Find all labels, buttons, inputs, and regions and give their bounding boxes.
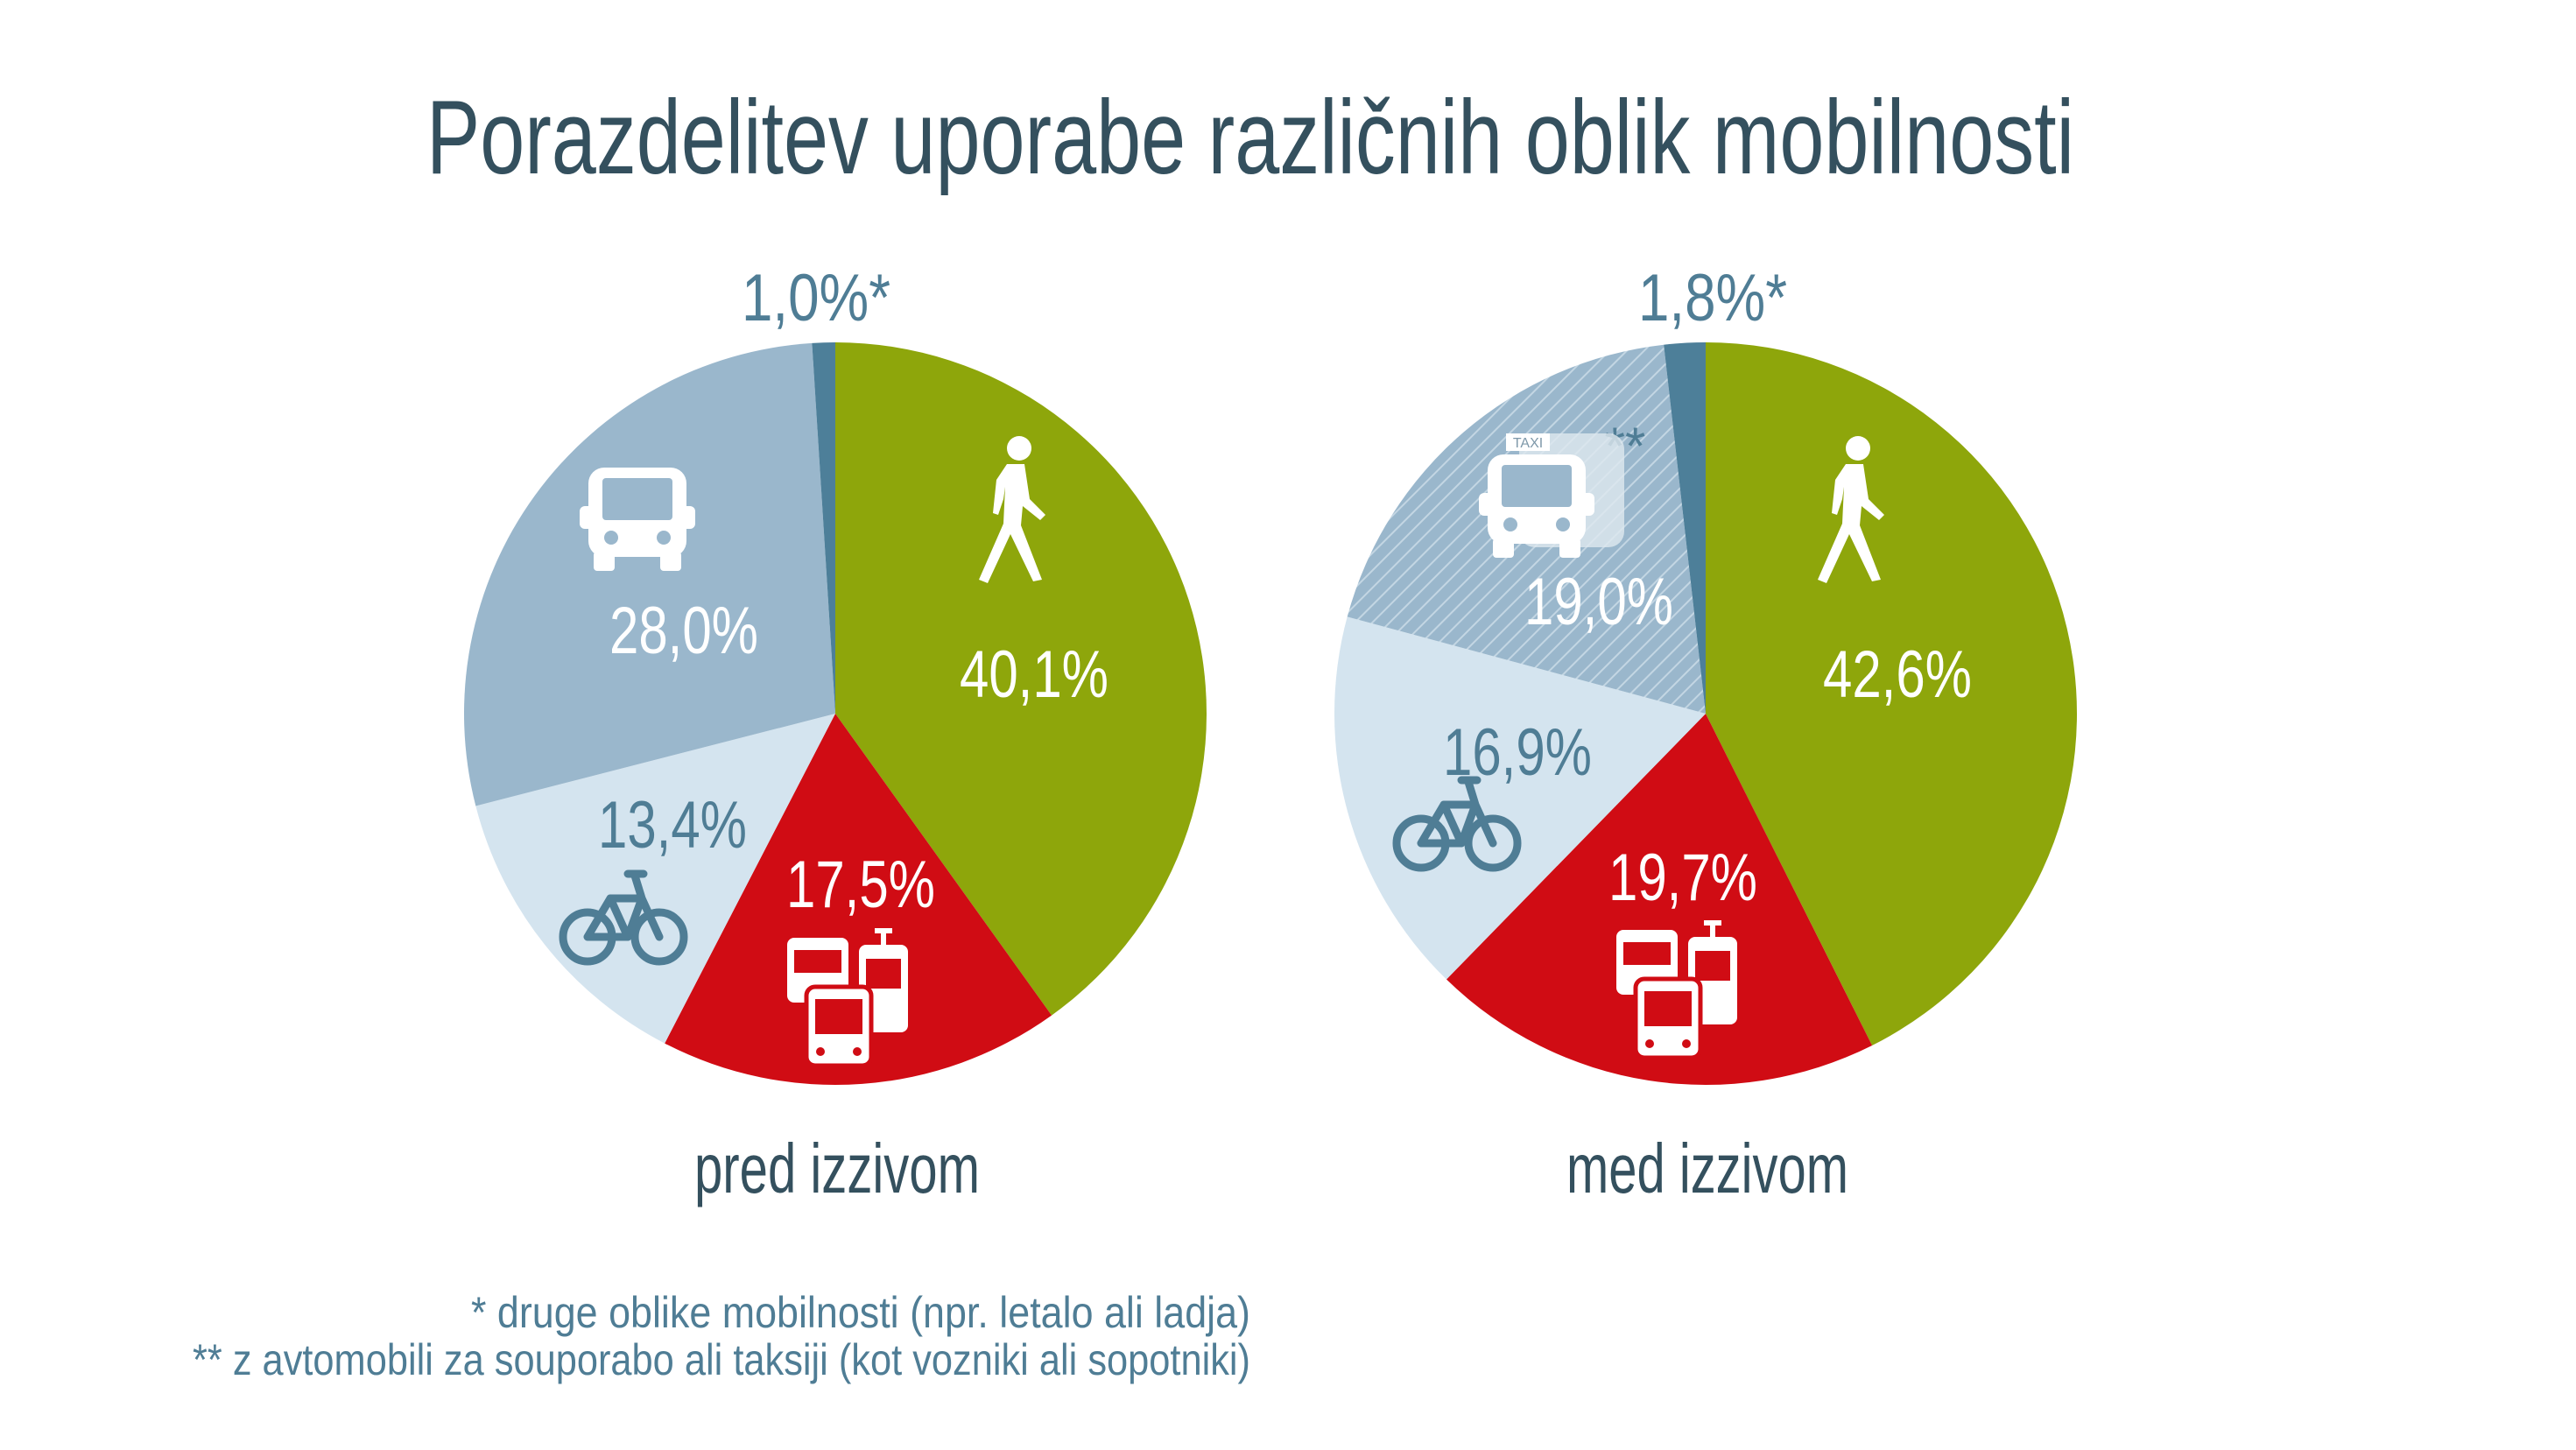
label-pt-pred: 17,5% — [786, 848, 935, 922]
slice-walk — [835, 342, 1207, 1016]
walking-person-icon — [979, 436, 1045, 583]
slice-public_transport — [665, 714, 1052, 1085]
label-car-med: 19,0% — [1524, 565, 1673, 639]
label-other-med: 1,8%* — [1638, 261, 1787, 335]
bicycle-icon — [559, 869, 688, 966]
slice-walk — [1706, 342, 2078, 1045]
bicycle-icon — [1392, 776, 1522, 872]
taxi-sign-text: TAXI — [1513, 436, 1543, 451]
label-walk-pred: 40,1% — [960, 637, 1109, 712]
taxi-shared-car-icon: TAXI — [1479, 433, 1624, 558]
bus-tram-icon — [787, 928, 908, 1068]
car-icon — [580, 468, 695, 571]
slice-car — [463, 342, 835, 806]
walking-person-icon — [1818, 436, 1884, 583]
label-car-pred: 28,0% — [609, 594, 758, 668]
footnote-1: * druge oblike mobilnosti (npr. letalo a… — [471, 1288, 1250, 1337]
slice-other — [1664, 342, 1706, 714]
label-pt-med: 19,7% — [1608, 841, 1757, 915]
label-bike-pred: 13,4% — [598, 788, 747, 862]
label-walk-med: 42,6% — [1823, 637, 1972, 712]
chart-title: Porazdelitev uporabe različnih oblik mob… — [426, 79, 2074, 196]
slice-bike — [1334, 616, 1706, 980]
pie-med-izzivom — [1334, 342, 2078, 1085]
caption-pred-izzivom: pred izzivom — [694, 1130, 980, 1207]
bus-tram-icon — [1616, 920, 1737, 1060]
slice-other — [812, 342, 835, 714]
pie-pred-izzivom — [463, 342, 1207, 1085]
footnote-2: ** z avtomobili za souporabo ali taksiji… — [193, 1335, 1250, 1384]
slice-public_transport — [1446, 714, 1873, 1085]
caption-med-izzivom: med izzivom — [1566, 1130, 1848, 1207]
label-other-pred: 1,0%* — [742, 261, 890, 335]
slice-bike — [475, 714, 835, 1044]
